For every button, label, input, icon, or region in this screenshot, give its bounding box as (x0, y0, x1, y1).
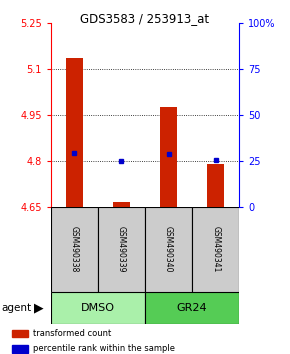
Bar (51, 292, 145, 324)
Bar (98, 207, 145, 292)
Text: GSM490338: GSM490338 (70, 226, 79, 273)
Bar (66, 58, 83, 207)
Text: agent: agent (1, 303, 32, 313)
Text: GSM490339: GSM490339 (117, 226, 126, 273)
Text: DMSO: DMSO (81, 303, 115, 313)
Bar (51, 207, 98, 292)
Text: percentile rank within the sample: percentile rank within the sample (33, 344, 175, 353)
Bar (12, 330, 28, 337)
Bar (145, 292, 239, 324)
Text: ▶: ▶ (34, 302, 44, 314)
Text: GSM490341: GSM490341 (211, 226, 220, 273)
Text: GDS3583 / 253913_at: GDS3583 / 253913_at (80, 12, 210, 25)
Text: transformed count: transformed count (33, 329, 112, 338)
Text: GR24: GR24 (177, 303, 207, 313)
Bar (192, 207, 239, 292)
Bar (145, 207, 192, 292)
Bar (12, 345, 28, 353)
Bar (207, 164, 224, 207)
Text: GSM490340: GSM490340 (164, 226, 173, 273)
Bar (113, 201, 130, 207)
Bar (160, 107, 177, 207)
